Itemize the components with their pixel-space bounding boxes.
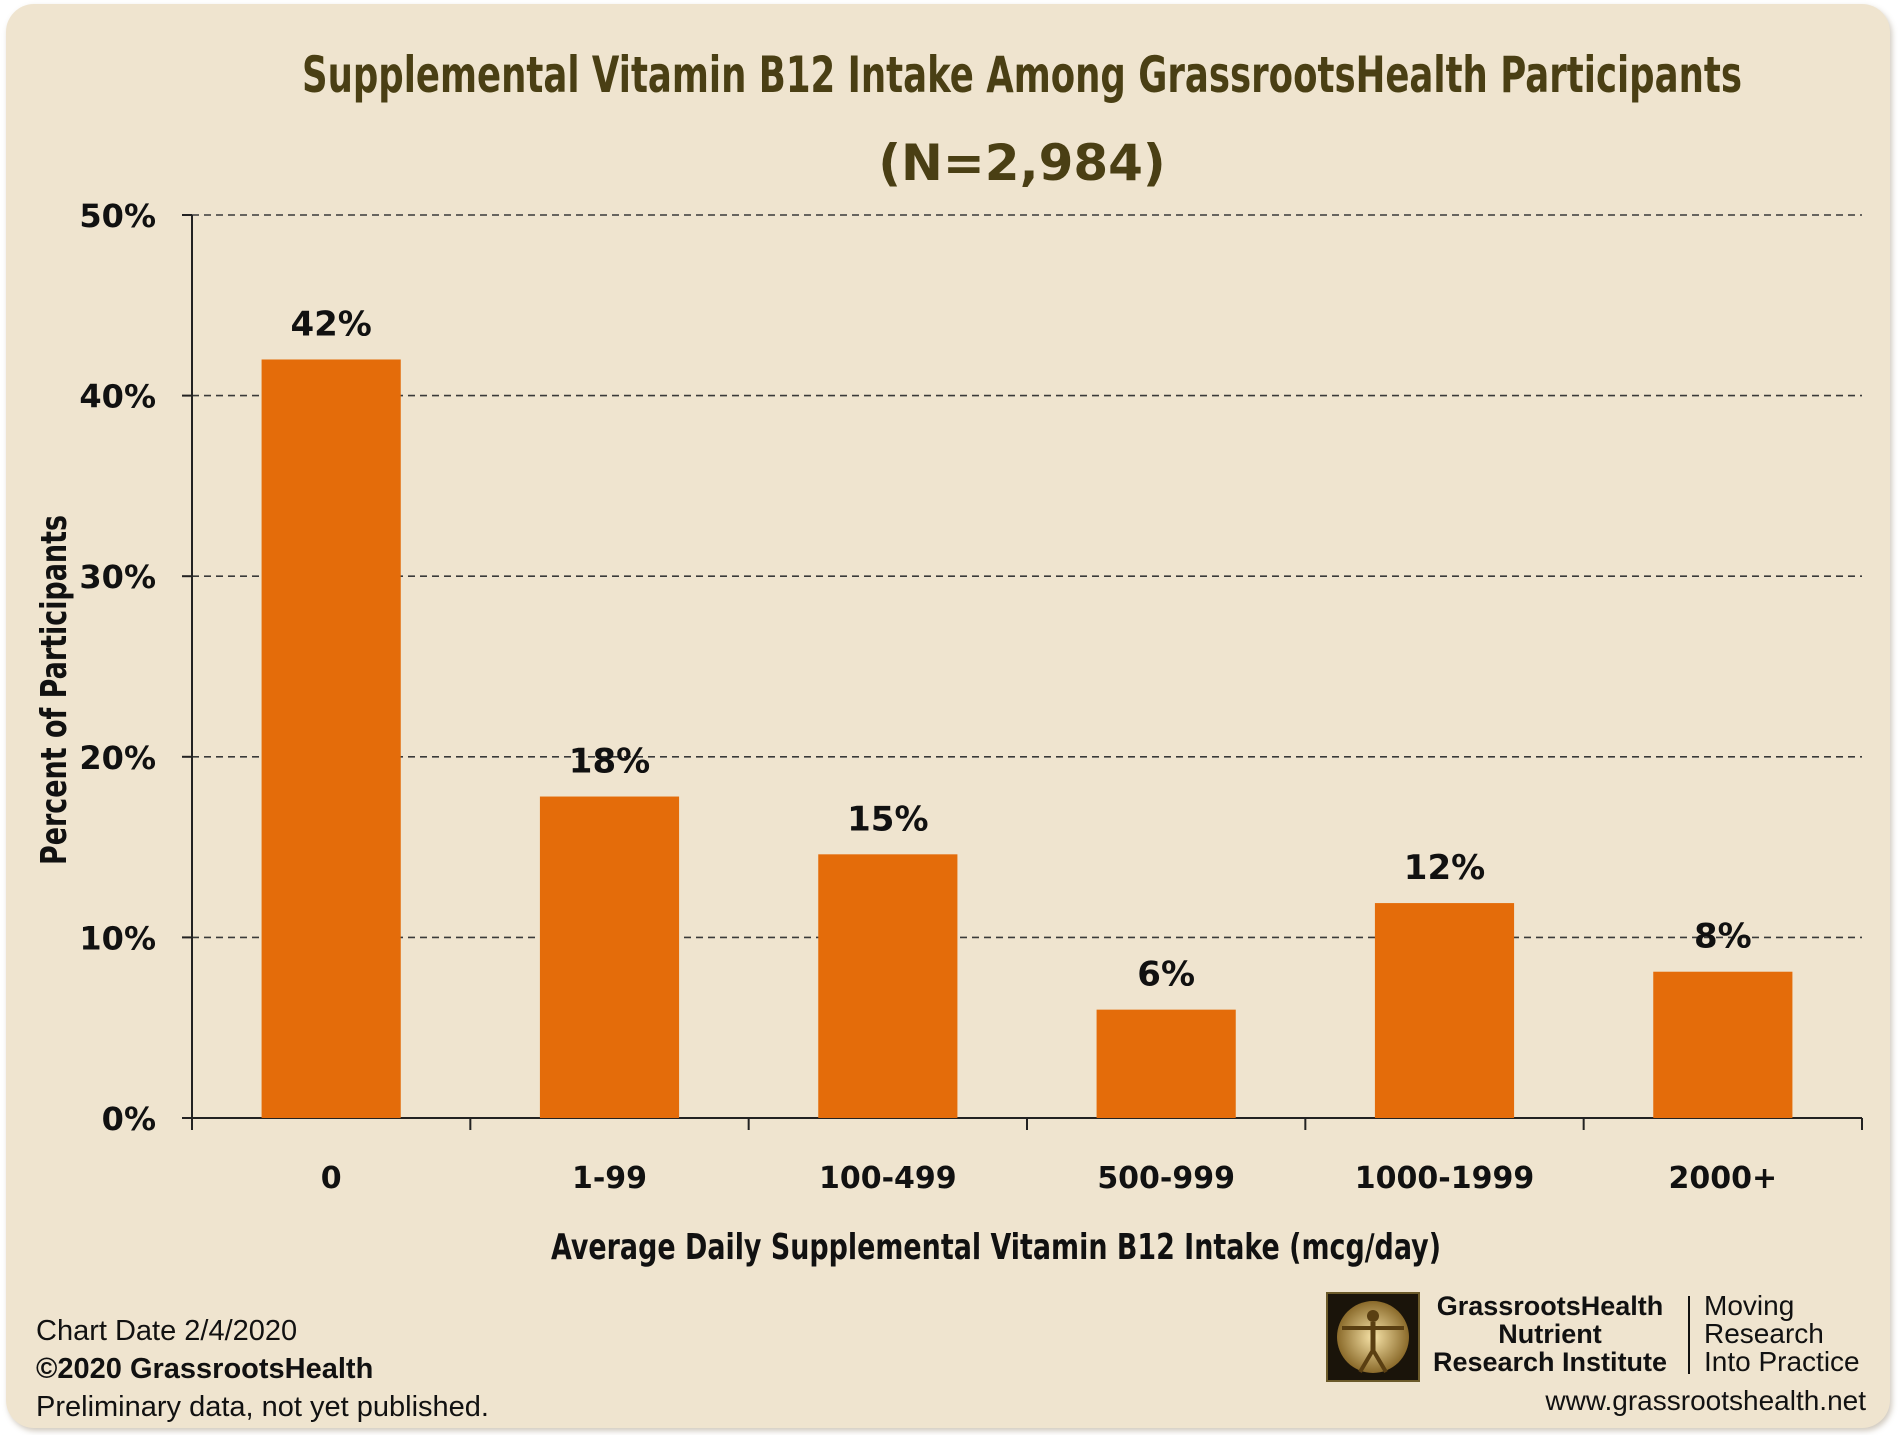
bar-0 <box>261 359 401 1119</box>
data-label: 15% <box>847 799 928 839</box>
org-line-1: GrassrootsHealth <box>1436 1291 1664 1321</box>
x-tick-label: 100-499 <box>819 1161 957 1196</box>
tagline-line-1: Moving <box>1704 1290 1795 1321</box>
data-label: 8% <box>1694 917 1752 957</box>
chart-date: Chart Date 2/4/2020 <box>36 1315 298 1347</box>
y-axis-title: Percent of Participants <box>34 515 75 865</box>
tagline-line-2: Research <box>1704 1318 1824 1349</box>
bar-2000+ <box>1653 971 1793 1118</box>
labels: 0% 10% 20% 30% 40% 50% 42% 0 18% 1-99 15% 100-499 6%… <box>79 197 1777 1196</box>
gridlines <box>192 214 1862 939</box>
footer-notes: Chart Date 2/4/2020 ©2020 GrassrootsHeal… <box>36 1312 489 1426</box>
y-tick-label: 10% <box>79 919 156 957</box>
preliminary-note: Preliminary data, not yet published. <box>36 1391 489 1423</box>
y-tick-label: 50% <box>79 197 156 235</box>
bars <box>261 359 1793 1119</box>
y-tick-label: 0% <box>102 1100 156 1138</box>
x-tick-label: 0 <box>321 1161 342 1196</box>
data-label: 42% <box>290 304 371 344</box>
bar-1000-1999 <box>1374 903 1515 1118</box>
y-tick-label: 30% <box>79 558 156 596</box>
copyright: ©2020 GrassrootsHealth <box>36 1353 374 1385</box>
website-url: www.grassrootshealth.net <box>1545 1385 1866 1416</box>
tagline-line-3: Into Practice <box>1704 1346 1860 1377</box>
chart-subtitle: (N=2,984) <box>878 134 1166 192</box>
org-line-3: Research Institute <box>1432 1347 1668 1377</box>
data-label: 12% <box>1404 848 1485 888</box>
tagline: Moving Research Into Practice <box>1704 1292 1860 1376</box>
data-label: 6% <box>1137 955 1195 995</box>
vitruvian-man-logo-icon <box>1326 1292 1420 1382</box>
x-tick-label: 1000-1999 <box>1355 1161 1534 1196</box>
x-tick-label: 500-999 <box>1097 1161 1235 1196</box>
x-axis-title: Average Daily Supplemental Vitamin B12 I… <box>551 1227 1441 1268</box>
chart-title: Supplemental Vitamin B12 Intake Among Gr… <box>302 46 1742 104</box>
org-name: GrassrootsHealth Nutrient Research Insti… <box>1432 1292 1668 1376</box>
bar-1-99 <box>539 796 680 1118</box>
data-label: 18% <box>569 742 650 782</box>
bar-100-499 <box>818 854 958 1118</box>
axes <box>182 214 1863 1130</box>
y-tick-label: 20% <box>79 739 156 777</box>
bar-500-999 <box>1096 1009 1236 1118</box>
x-tick-label: 2000+ <box>1669 1161 1778 1196</box>
chart-panel: Supplemental Vitamin B12 Intake Among Gr… <box>6 4 1890 1428</box>
bar-chart: Supplemental Vitamin B12 Intake Among Gr… <box>34 46 1863 1268</box>
org-divider <box>1688 1296 1690 1374</box>
org-line-2: Nutrient <box>1498 1319 1602 1349</box>
y-tick-label: 40% <box>79 378 156 416</box>
x-tick-label: 1-99 <box>572 1161 647 1196</box>
